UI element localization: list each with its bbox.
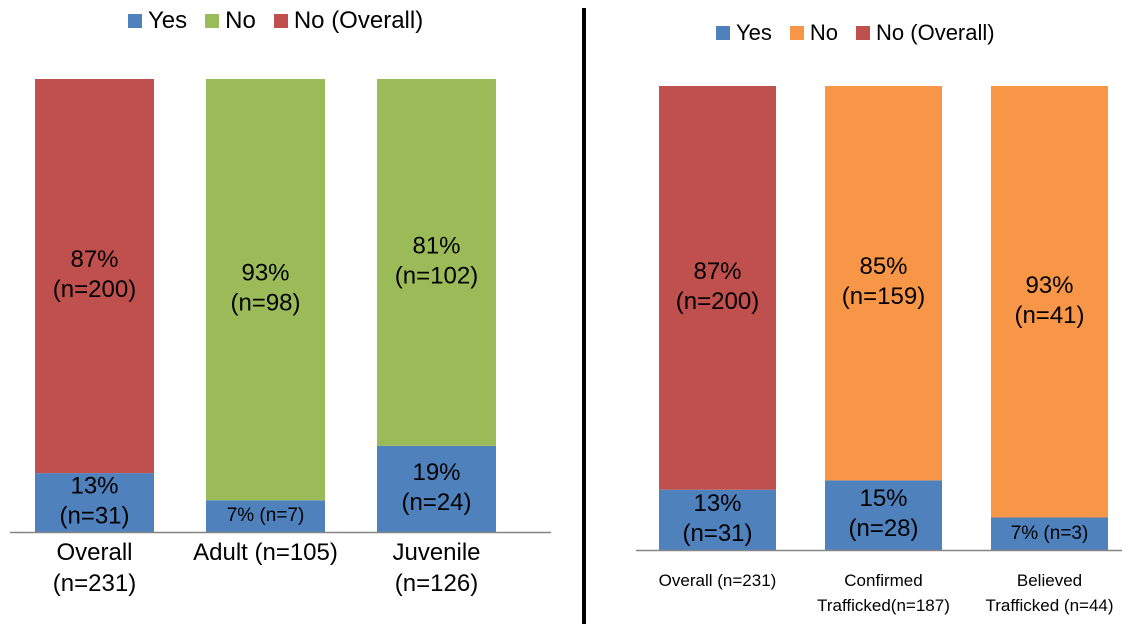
left-chart-panel: Yes No No (Overall) 13% (n=31) 87% (n=200) O… [0, 0, 562, 624]
bar-yes-1 [206, 500, 325, 532]
bar-no-2 [991, 86, 1108, 518]
category-label: Juvenile (n=126) [392, 539, 480, 597]
legend-label-no: No [225, 7, 256, 34]
legend-swatch-no [205, 14, 220, 28]
data-label: 87% (n=200) [676, 258, 759, 315]
bar-yes-0 [35, 473, 154, 532]
bar-no-overall-0 [659, 86, 776, 490]
legend-item-yes: Yes [716, 20, 772, 46]
right-bar-chart: 13% (n=31) 87% (n=200) Overall (n=231) 15% (n=… [636, 86, 1122, 615]
legend-item-no: No [789, 20, 839, 46]
data-label: 93% (n=98) [230, 260, 300, 317]
legend-label-no-overall: No (Overall) [293, 7, 424, 34]
bar-yes-0 [659, 489, 776, 550]
left-bar-chart: 13% (n=31) 87% (n=200) Overall (n=231) 7% (n=7… [10, 79, 551, 597]
data-label: 85% (n=159) [842, 254, 925, 311]
panel-divider [582, 8, 586, 624]
bar-yes-2 [991, 517, 1108, 550]
category-label: Believed Trafficked (n=44) [985, 571, 1113, 615]
bar-yes-1 [825, 480, 942, 550]
data-label: 7% (n=3) [1011, 523, 1089, 544]
legend-item-yes: Yes [128, 7, 187, 35]
legend-swatch-no-overall [273, 14, 288, 28]
bar-no-1 [825, 86, 942, 481]
data-label: 15% (n=28) [848, 486, 918, 543]
data-label: 93% (n=41) [1014, 272, 1084, 329]
legend-item-no: No [205, 7, 256, 35]
legend-label-no-overall: No (Overall) [876, 20, 995, 45]
chart-legend: Yes No No (Overall) [716, 20, 995, 46]
legend-item-no-overall: No (Overall) [856, 20, 995, 46]
legend-label-no: No [809, 20, 839, 45]
legend-swatch-yes [716, 26, 730, 40]
data-label: 7% (n=7) [227, 505, 305, 526]
right-chart-panel: Yes No No (Overall) 13% (n=31) 87% (n=200) O… [598, 0, 1130, 624]
legend-label-yes: Yes [736, 20, 772, 45]
data-label: 13% (n=31) [59, 473, 129, 530]
legend-swatch-no-overall [856, 26, 871, 40]
data-label: 13% (n=31) [682, 490, 752, 547]
bar-no-overall-0 [35, 79, 154, 474]
legend-label-yes: Yes [148, 7, 188, 34]
category-label: Overall (n=231) [53, 539, 136, 597]
bar-yes-2 [377, 445, 496, 532]
chart-legend: Yes No No (Overall) [128, 7, 423, 35]
bar-no-2 [377, 79, 496, 446]
category-label: Overall (n=231) [659, 571, 777, 590]
data-label: 87% (n=200) [53, 246, 136, 303]
category-label: Confirmed Trafficked(n=187) [817, 571, 950, 615]
legend-swatch-yes [128, 14, 142, 28]
legend-swatch-no [789, 26, 804, 40]
category-label: Adult (n=105) [193, 539, 338, 566]
legend-item-no-overall: No (Overall) [273, 7, 424, 35]
bar-no-1 [206, 79, 325, 501]
data-label: 81% (n=102) [395, 233, 478, 290]
data-label: 19% (n=24) [401, 459, 471, 516]
